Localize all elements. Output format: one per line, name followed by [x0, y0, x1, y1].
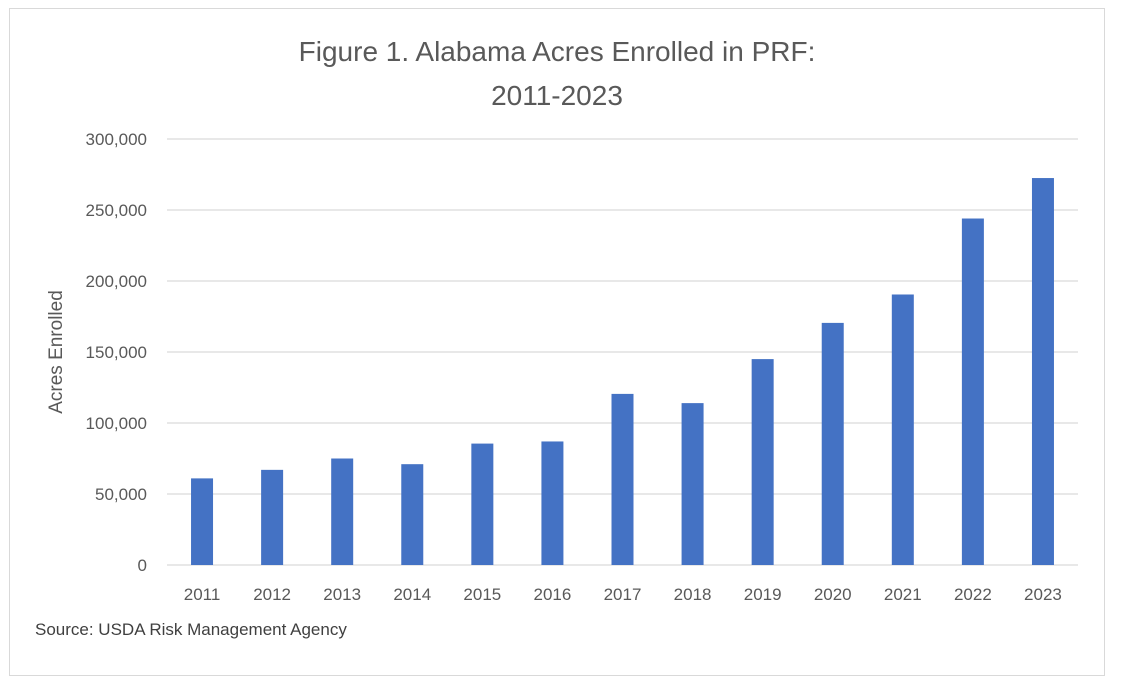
- x-tick-label: 2012: [253, 585, 291, 604]
- x-tick-label: 2019: [744, 585, 782, 604]
- bar-2019: [751, 359, 774, 565]
- bars: [191, 178, 1054, 566]
- bar-2014: [401, 464, 424, 565]
- x-tick-label: 2015: [463, 585, 501, 604]
- bar-2017: [611, 393, 634, 565]
- bar-2023: [1031, 178, 1054, 566]
- source-note: Source: USDA Risk Management Agency: [35, 620, 347, 639]
- x-tick-label: 2023: [1024, 585, 1062, 604]
- y-tick-label: 0: [138, 556, 147, 575]
- y-tick-label: 300,000: [86, 130, 147, 149]
- x-tick-label: 2014: [393, 585, 431, 604]
- chart-title-line-1: Figure 1. Alabama Acres Enrolled in PRF:: [298, 36, 816, 67]
- y-axis-ticks: 0 50,000 100,000 150,000 200,000 250,000 300,0…: [86, 130, 147, 575]
- bar-2013: [331, 458, 354, 565]
- bar-2021: [891, 294, 914, 565]
- y-tick-label: 50,000: [95, 485, 147, 504]
- bar-2016: [541, 441, 564, 565]
- y-axis-label: Acres Enrolled: [46, 290, 67, 414]
- bar-2012: [261, 469, 284, 565]
- y-tick-label: 150,000: [86, 343, 147, 362]
- x-tick-label: 2018: [674, 585, 712, 604]
- x-tick-label: 2020: [814, 585, 852, 604]
- y-tick-label: 200,000: [86, 272, 147, 291]
- bar-2011: [191, 478, 214, 565]
- x-tick-label: 2021: [884, 585, 922, 604]
- x-tick-label: 2011: [184, 585, 221, 604]
- y-tick-label: 100,000: [86, 414, 147, 433]
- x-tick-label: 2016: [534, 585, 572, 604]
- chart-title-line-2: 2011-2023: [491, 80, 623, 111]
- bar-2020: [821, 322, 844, 565]
- chart-title: Figure 1. Alabama Acres Enrolled in PRF:…: [9, 30, 1105, 118]
- x-tick-label: 2017: [604, 585, 642, 604]
- bar-2018: [681, 403, 704, 565]
- x-tick-label: 2022: [954, 585, 992, 604]
- x-tick-label: 2013: [323, 585, 361, 604]
- y-tick-label: 250,000: [86, 201, 147, 220]
- x-axis-ticks: 2011 2012 2013 2014 2015 2016 2017 2018 2019 2020…: [184, 585, 1062, 604]
- bar-2015: [471, 443, 494, 565]
- bar-2022: [961, 218, 984, 565]
